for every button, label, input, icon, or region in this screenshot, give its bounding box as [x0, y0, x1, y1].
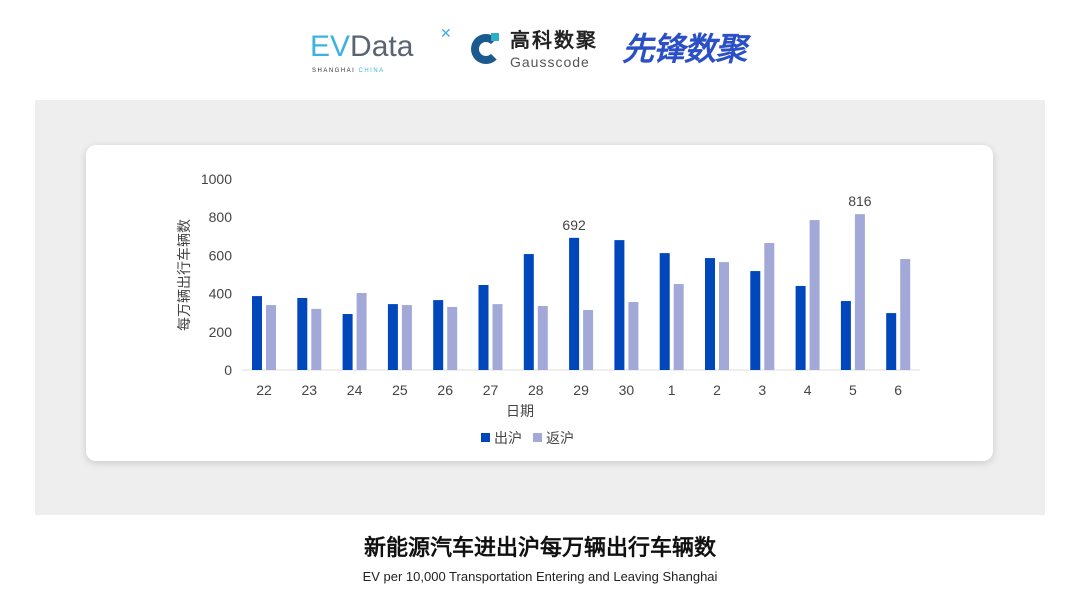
gausscode-logo-cn: 高科数聚: [510, 30, 598, 52]
gausscode-logo-square: [491, 33, 499, 41]
y-tick-label: 400: [209, 286, 233, 302]
bar-out: [886, 313, 897, 370]
y-tick-label: 200: [209, 324, 233, 340]
bar-return: [583, 310, 594, 370]
bar-return: [311, 308, 322, 370]
bar-out: [840, 301, 851, 370]
bar-out: [750, 271, 761, 370]
data-label: 816: [848, 193, 872, 209]
y-tick-label: 0: [224, 362, 232, 378]
bar-return: [492, 304, 503, 370]
bar-return: [401, 305, 412, 370]
y-tick-label: 600: [209, 247, 233, 263]
x-tick-label: 26: [437, 382, 453, 398]
bar-return: [719, 262, 729, 370]
bar-return: [673, 284, 684, 370]
xianfeng-logo: 先锋数聚: [622, 31, 747, 67]
x-tick-label: 3: [758, 382, 766, 398]
x-axis-label: 日期: [506, 403, 534, 419]
y-axis-label: 每万辆出行车辆数: [176, 219, 192, 331]
bar-out: [342, 314, 353, 370]
x-tick-label: 25: [392, 382, 408, 398]
x-tick-label: 29: [573, 382, 589, 398]
y-tick-label: 800: [209, 209, 233, 225]
gausscode-logo-en: Gausscode: [510, 54, 590, 70]
bar-return: [266, 305, 276, 370]
evdata-logo-sub: SHANGHAI CHINA: [312, 68, 385, 74]
bar-return: [764, 242, 775, 370]
evdata-logo-mark: ✕: [440, 25, 452, 41]
legend-label: 返沪: [546, 430, 574, 446]
bar-out: [478, 285, 489, 370]
x-tick-label: 6: [894, 382, 902, 398]
bar-out: [705, 258, 715, 370]
bar-out: [297, 297, 308, 370]
legend-label: 出沪: [494, 430, 522, 446]
caption-subtitle: EV per 10,000 Transportation Entering an…: [362, 569, 718, 584]
bar-return: [900, 259, 911, 370]
x-tick-label: 1: [668, 382, 676, 398]
caption-title: 新能源汽车进出沪每万辆出行车辆数: [363, 535, 716, 560]
bar-return: [854, 214, 865, 370]
bar-out: [523, 254, 534, 370]
x-tick-label: 22: [256, 382, 272, 398]
x-tick-label: 30: [619, 382, 635, 398]
gausscode-logo-icon: [471, 34, 501, 64]
x-tick-label: 23: [302, 382, 318, 398]
bar-out: [433, 300, 444, 370]
y-tick-label: 1000: [201, 171, 232, 187]
bar-return: [628, 302, 639, 370]
x-tick-label: 4: [804, 382, 812, 398]
bar-return: [809, 220, 820, 370]
x-tick-label: 5: [849, 382, 857, 398]
data-label: 692: [562, 217, 586, 233]
bar-return: [447, 306, 458, 370]
x-tick-label: 24: [347, 382, 363, 398]
x-tick-label: 2: [713, 382, 721, 398]
bar-return: [537, 306, 548, 370]
bar-out: [252, 296, 262, 370]
legend-swatch: [481, 433, 490, 442]
bar-out: [659, 253, 670, 370]
bar-out: [614, 240, 625, 370]
logo-bar: EVData ✕ SHANGHAI CHINA 高科数聚 Gausscode 先…: [0, 26, 1080, 76]
x-tick-label: 28: [528, 382, 544, 398]
x-tick-label: 27: [483, 382, 499, 398]
bar-out: [569, 237, 580, 370]
bar-return: [356, 293, 367, 370]
evdata-logo: EVData: [310, 30, 414, 63]
bar-out: [795, 285, 806, 370]
legend-swatch: [533, 433, 542, 442]
bar-out: [387, 304, 398, 370]
